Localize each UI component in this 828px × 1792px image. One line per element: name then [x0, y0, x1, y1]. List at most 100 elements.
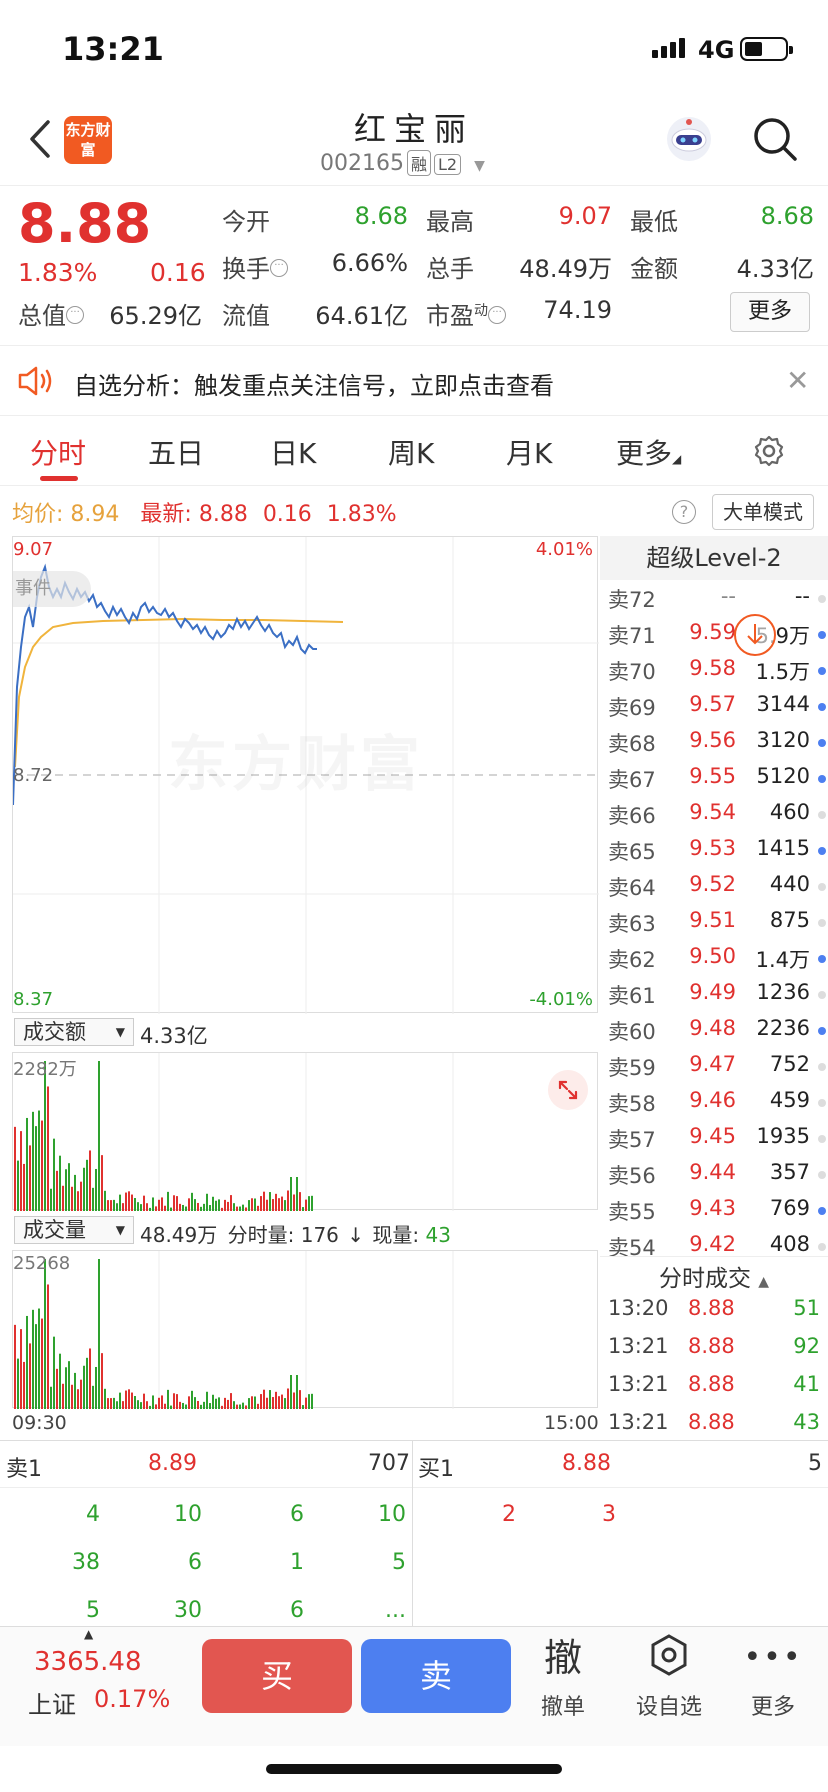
tab-weekly-k[interactable]: 周K: [388, 437, 435, 470]
histogram-bar: [257, 1205, 259, 1211]
info-icon[interactable]: ···: [270, 259, 288, 277]
info-icon[interactable]: ···: [66, 306, 84, 324]
intraday-chart[interactable]: 9.07 4.01% 8.72 8.37 -4.01% 事件: [12, 536, 599, 1014]
order-queue-grid[interactable]: 4 10 6 10 38 6 1 5 5 30 6... 2 3: [0, 1488, 828, 1626]
orderbook-row: 卖57 9.45 1935: [608, 1124, 828, 1160]
histogram-bar: [176, 1394, 178, 1409]
sell1-price: 8.89: [148, 1451, 197, 1476]
analysis-alert-banner[interactable]: 自选分析：触发重点关注信号，立即点击查看 ✕: [0, 346, 828, 416]
histogram-bar: [191, 1192, 193, 1211]
histogram-bar: [92, 1187, 94, 1211]
tick-volume: 43: [793, 1410, 820, 1434]
stock-code-line[interactable]: 002165 融 L2 ▼: [320, 150, 485, 176]
status-bar: 13:21 4G: [0, 0, 828, 96]
histogram-bar: [23, 1361, 25, 1409]
histogram-bar: [71, 1186, 73, 1211]
histogram-bar: [215, 1200, 217, 1211]
histogram-bar: [209, 1205, 211, 1211]
buy-button[interactable]: 买: [202, 1639, 352, 1713]
expand-icon[interactable]: [548, 1070, 588, 1110]
help-icon[interactable]: ?: [672, 500, 696, 524]
histogram-bar: [167, 1191, 169, 1211]
tab-monthly-k[interactable]: 月K: [506, 437, 553, 470]
float-cap-value: 64.61亿: [315, 302, 408, 330]
sell-queue-cell: 6: [188, 1550, 202, 1575]
search-icon[interactable]: [752, 116, 798, 162]
big-order-mode-button[interactable]: 大单模式: [712, 494, 814, 530]
tab-daily-k[interactable]: 日K: [270, 437, 317, 470]
histogram-bar: [185, 1206, 187, 1211]
scroll-down-icon[interactable]: [732, 612, 778, 658]
close-icon[interactable]: ✕: [786, 364, 810, 397]
app-logo: 东方财富: [64, 116, 112, 164]
histogram-bar: [275, 1193, 277, 1211]
histogram-bar: [251, 1198, 253, 1211]
histogram-bar: [89, 1348, 91, 1409]
tab-five-day[interactable]: 五日: [148, 437, 205, 470]
tab-more[interactable]: 更多◢: [616, 437, 682, 470]
orderbook-row: 卖60 9.48 2236: [608, 1016, 828, 1052]
level-label: 卖65: [608, 840, 656, 864]
volume-dropdown[interactable]: 成交量 ▼: [14, 1216, 134, 1244]
settings-gear-icon[interactable]: [752, 434, 786, 468]
histogram-bar: [17, 1160, 19, 1211]
histogram-bar: [272, 1397, 274, 1409]
histogram-bar: [218, 1397, 220, 1409]
histogram-bar: [239, 1206, 241, 1211]
histogram-bar: [284, 1200, 286, 1211]
info-icon[interactable]: ···: [488, 306, 506, 324]
level-dot: [818, 631, 826, 639]
histogram-bar: [209, 1403, 211, 1409]
histogram-bar: [164, 1403, 166, 1409]
level-label: 卖64: [608, 876, 656, 900]
histogram-bar: [35, 1324, 37, 1409]
level-label: 卖68: [608, 732, 656, 756]
speaker-icon: [18, 366, 52, 396]
histogram-bar: [230, 1195, 232, 1211]
sell-button[interactable]: 卖: [361, 1639, 511, 1713]
histogram-bar: [56, 1170, 58, 1211]
turnover-dropdown[interactable]: 成交额 ▼: [14, 1018, 134, 1046]
histogram-bar: [299, 1390, 301, 1409]
robot-assistant-icon[interactable]: [664, 114, 714, 164]
tab-intraday[interactable]: 分时: [30, 437, 87, 470]
orderbook-row: 卖72 -- --: [608, 584, 828, 620]
volume-bars: [14, 1251, 454, 1409]
orderbook-row: 卖67 9.55 5120: [608, 764, 828, 800]
histogram-bar: [146, 1203, 148, 1211]
orderbook-row: 卖64 9.52 440: [608, 872, 828, 908]
event-badge[interactable]: 事件: [13, 571, 91, 607]
level-dot: [818, 775, 826, 783]
histogram-bar: [140, 1402, 142, 1409]
histogram-bar: [296, 1375, 298, 1409]
histogram-bar: [236, 1206, 238, 1211]
ticks-title[interactable]: 分时成交 ▲: [600, 1256, 828, 1292]
histogram-bar: [269, 1390, 271, 1409]
histogram-bar: [278, 1396, 280, 1409]
histogram-bar: [113, 1199, 115, 1211]
cancel-order-button[interactable]: 撤 撤单: [518, 1633, 608, 1721]
more-quote-button[interactable]: 更多: [730, 292, 810, 332]
volume-histogram: 25268: [12, 1250, 598, 1409]
level-label: 卖62: [608, 948, 656, 972]
histogram-bar: [242, 1402, 244, 1409]
stock-header: 东方财富 红宝丽 002165 融 L2 ▼: [0, 96, 828, 186]
add-watchlist-button[interactable]: 设自选: [624, 1633, 714, 1721]
turnover-bars: [14, 1053, 454, 1211]
histogram-bar: [245, 1405, 247, 1409]
orderbook-row: 卖70 9.58 1.5万: [608, 656, 828, 692]
histogram-bar: [143, 1393, 145, 1409]
histogram-bar: [194, 1397, 196, 1409]
histogram-bar: [224, 1397, 226, 1409]
histogram-bar: [116, 1203, 118, 1211]
histogram-bar: [176, 1196, 178, 1211]
histogram-bar: [260, 1394, 262, 1409]
watermark: 东方财富: [168, 716, 424, 803]
tick-price: 8.88: [688, 1372, 735, 1396]
market-cap-label: 总值 ···: [18, 296, 84, 331]
back-arrow-icon[interactable]: [22, 116, 62, 162]
level-price: 9.55: [689, 764, 736, 788]
more-button[interactable]: ••• 更多: [728, 1633, 818, 1721]
queue-divider: [412, 1440, 413, 1626]
level-dot: [818, 1207, 826, 1215]
